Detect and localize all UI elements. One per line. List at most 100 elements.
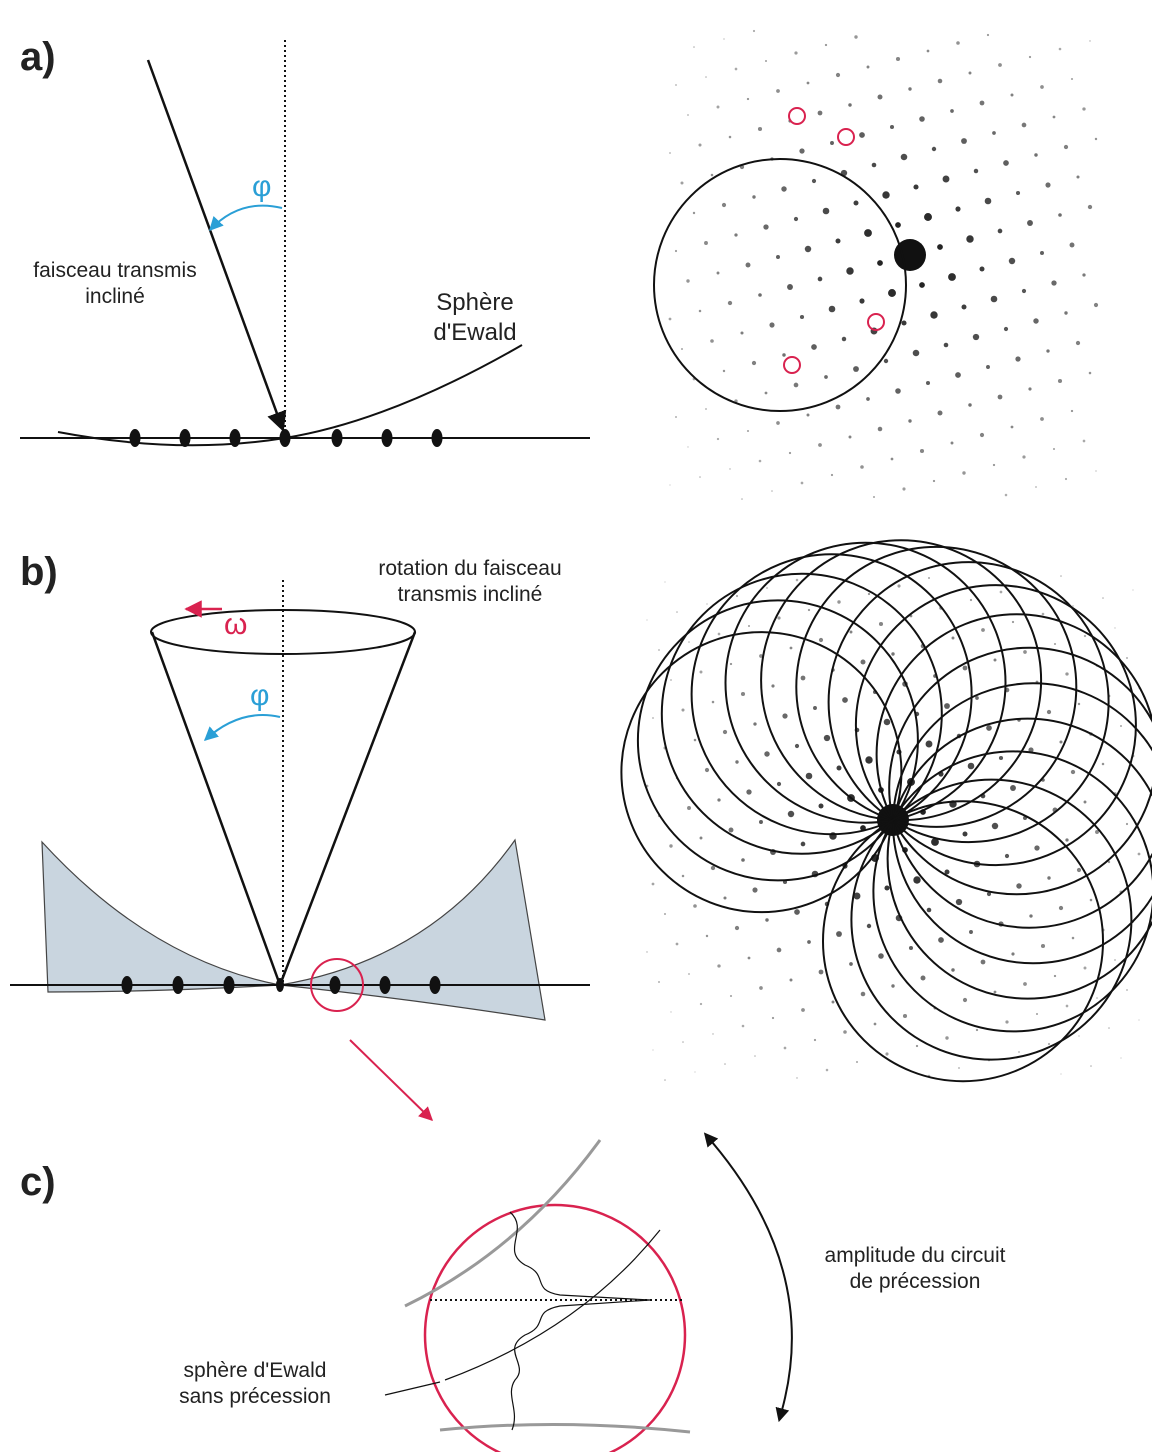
diffraction-spot: [794, 909, 800, 915]
diffraction-spot: [962, 665, 968, 671]
diffraction-spot: [836, 765, 842, 771]
diffraction-spot: [818, 969, 824, 975]
diffraction-spot: [716, 271, 720, 275]
diffraction-spot: [706, 603, 708, 605]
precession-circle: [636, 599, 919, 882]
diffraction-spot: [990, 295, 998, 303]
shade: [41, 840, 281, 993]
precession-circle: [892, 682, 1152, 965]
leader: [384, 1381, 441, 1396]
diffraction-spot: [825, 1068, 829, 1072]
diffraction-spot: [835, 404, 841, 410]
diffraction-spot: [782, 713, 788, 719]
diffraction-spot: [1089, 40, 1091, 42]
diffraction-spot: [1078, 1035, 1080, 1037]
diffraction-spot: [729, 662, 733, 666]
diffraction-spot: [800, 841, 806, 847]
cone-side: [150, 631, 282, 986]
diffraction-spot: [1040, 251, 1044, 255]
diffraction-spot: [1090, 1065, 1092, 1067]
precession-circle: [724, 541, 1007, 824]
diffraction-spot: [1028, 55, 1032, 59]
precession-circle: [872, 750, 1152, 1033]
diffraction-spot: [895, 388, 901, 394]
diffraction-spot: [975, 1028, 979, 1032]
beam: [146, 59, 287, 432]
beam-label: incliné: [85, 285, 145, 308]
diffraction-spot: [746, 97, 750, 101]
diffraction-spot: [1011, 620, 1015, 624]
diffraction-spot: [938, 937, 944, 943]
diffraction-spot: [999, 590, 1003, 594]
diffraction-spot: [848, 103, 852, 107]
diffraction-spot: [969, 598, 973, 602]
diffraction-spot: [1064, 477, 1068, 481]
diffraction-spot: [794, 51, 798, 55]
diffraction-spot: [828, 305, 836, 313]
diffraction-spot: [853, 366, 859, 372]
diffraction-spot: [818, 637, 824, 643]
diffraction-spot: [818, 803, 824, 809]
diffraction-spot: [890, 457, 894, 461]
diffraction-spot: [900, 153, 908, 161]
diffraction-spot: [658, 649, 660, 651]
diffraction-spot: [1070, 409, 1074, 413]
diffraction-spot: [1059, 740, 1063, 744]
lattice-node: [179, 429, 191, 447]
diffraction-spot: [831, 1000, 835, 1004]
diffraction-spot: [908, 945, 914, 951]
diffraction-spot: [727, 300, 733, 306]
diffraction-spot: [836, 931, 842, 937]
diffraction-spot: [1021, 122, 1027, 128]
diffraction-spot: [664, 581, 666, 583]
diffraction-spot: [688, 641, 690, 643]
diffraction-spot: [1060, 575, 1062, 577]
diffraction-spot: [711, 700, 715, 704]
diffraction-spot: [889, 124, 895, 130]
diffraction-spot: [746, 429, 750, 433]
diffraction-spot: [961, 304, 967, 310]
diffraction-spot: [752, 29, 756, 33]
sphere-arc: [439, 1422, 691, 1434]
diffraction-spot: [968, 403, 972, 407]
diffraction-spot: [944, 703, 950, 709]
diffraction-spot: [787, 810, 795, 818]
diffraction-spot: [651, 882, 655, 886]
precession-circle: [850, 778, 1133, 1061]
diffraction-spot: [865, 756, 873, 764]
lattice-node: [172, 976, 184, 994]
diffraction-spot: [830, 473, 834, 477]
diffraction-spot: [759, 986, 763, 990]
amplitude-label: amplitude du circuit: [825, 1244, 1006, 1267]
diffraction-spot: [729, 994, 733, 998]
diffraction-spot: [670, 679, 672, 681]
diffraction-spot: [783, 1046, 787, 1050]
diffraction-spot: [849, 962, 853, 966]
diffraction-spot: [866, 397, 870, 401]
diffraction-spot: [919, 282, 925, 288]
diffraction-spot: [728, 827, 734, 833]
diffraction-spot: [842, 697, 848, 703]
drawing: [10, 40, 793, 1452]
diffraction-spot: [1035, 1012, 1039, 1016]
diffraction-spot: [1045, 182, 1051, 188]
diffraction-spot: [765, 918, 769, 922]
lattice-node: [223, 976, 235, 994]
diffraction-spot: [807, 608, 811, 612]
diffraction-spot: [979, 100, 985, 106]
diffraction-spot: [675, 942, 679, 946]
diffraction-spot: [1040, 85, 1044, 89]
diffraction-spot: [1064, 311, 1068, 315]
diffraction-spot: [705, 934, 709, 938]
diffraction-spot: [682, 1041, 684, 1043]
diffraction-spot: [763, 224, 769, 230]
diffraction-spot: [751, 360, 757, 366]
diffraction-spot: [712, 1033, 714, 1035]
lattice-node: [121, 976, 133, 994]
diffraction-spot: [823, 734, 831, 742]
diffraction-spot: [699, 1002, 703, 1006]
diffraction-spot: [1095, 830, 1099, 834]
diffraction-spot: [871, 162, 877, 168]
diffraction-spot: [830, 141, 834, 145]
diffraction-spot: [1077, 702, 1081, 706]
